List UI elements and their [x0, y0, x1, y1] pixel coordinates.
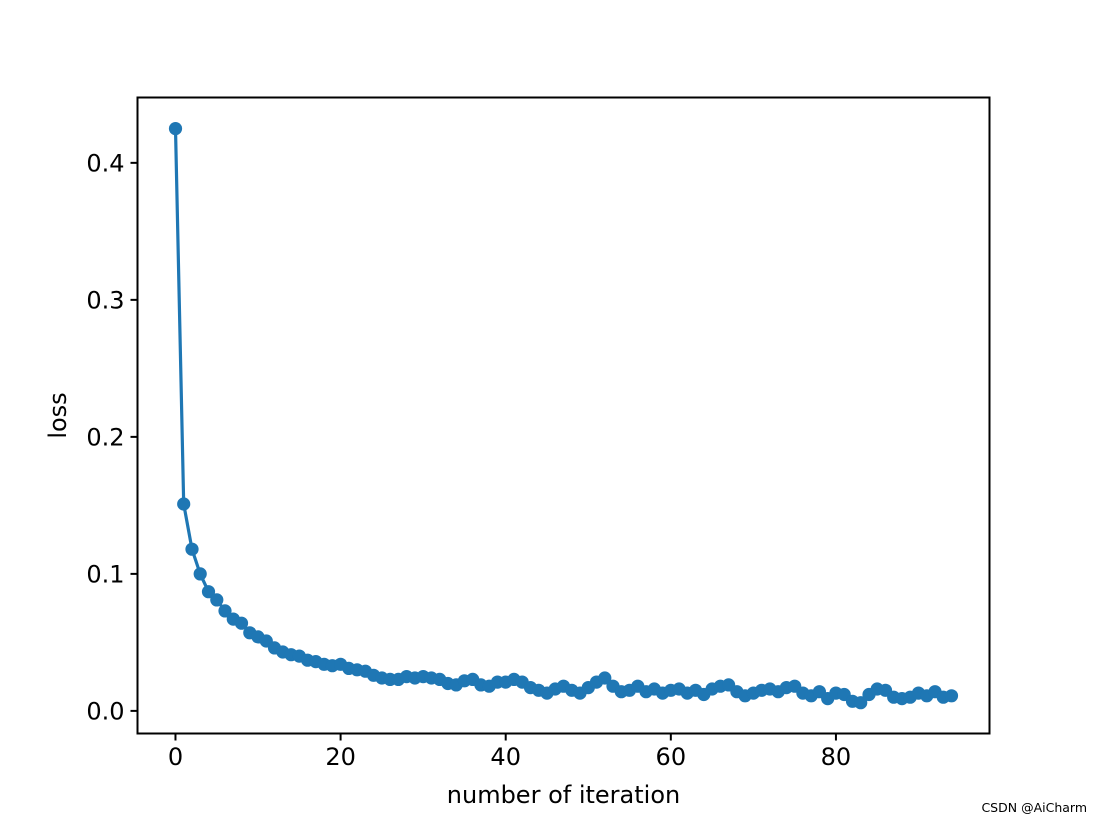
data-point	[168, 122, 183, 136]
plot-frame	[136, 96, 991, 735]
x-tick-label: 20	[325, 743, 356, 771]
y-tick-label: 0.2	[86, 423, 124, 451]
data-point	[185, 542, 199, 556]
watermark: CSDN @AiCharm	[981, 800, 1087, 815]
y-tick-label: 0.3	[86, 286, 124, 314]
data-point	[177, 497, 191, 511]
data-point	[201, 585, 216, 599]
x-tick-label: 60	[656, 743, 687, 771]
y-tick-label: 0.0	[86, 697, 124, 725]
y-tick-label: 0.1	[86, 560, 124, 588]
series-layer	[168, 122, 959, 710]
y-tick-label: 0.4	[86, 149, 124, 177]
loss-line	[173, 127, 954, 705]
x-tick-label: 80	[821, 743, 852, 771]
axis-ticks: 0 20 40 60 80 0.0 0.1 0.2 0.3 0.4	[86, 149, 851, 771]
data-point	[218, 604, 232, 618]
data-point	[210, 593, 224, 607]
data-point	[193, 567, 207, 581]
data-point	[944, 689, 959, 703]
x-axis-label: number of iteration	[447, 781, 680, 809]
data-point	[854, 696, 868, 710]
y-axis-label: loss	[44, 392, 72, 438]
data-point	[234, 616, 249, 630]
x-tick-label: 40	[490, 743, 521, 771]
axes-spines	[136, 96, 991, 735]
x-tick-label: 0	[168, 743, 183, 771]
data-point	[598, 671, 612, 685]
